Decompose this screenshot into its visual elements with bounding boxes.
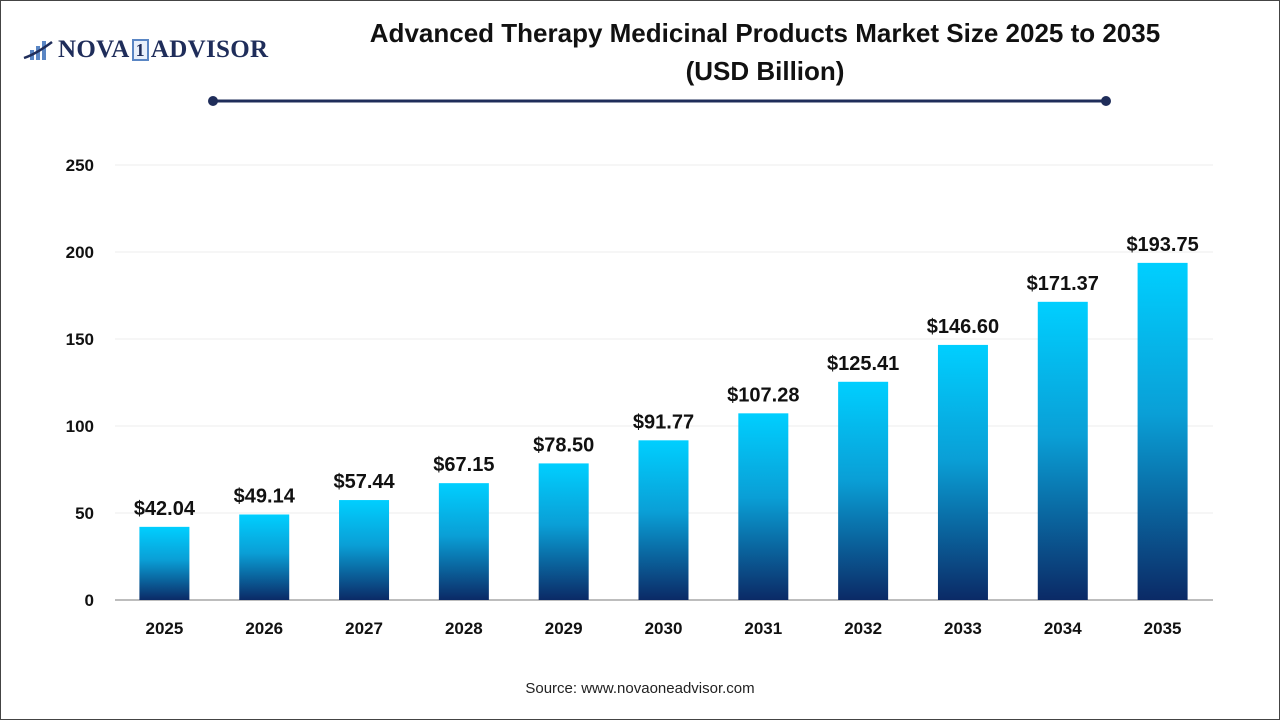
data-label-2031: $107.28: [727, 384, 799, 406]
x-tick-label: 2031: [744, 619, 782, 638]
y-tick-label: 200: [66, 243, 94, 262]
chart-title-main: Advanced Therapy Medicinal Products Mark…: [369, 18, 1161, 48]
chart-subtitle: (USD Billion): [685, 56, 845, 86]
title-rule-dot-right: [1101, 96, 1111, 106]
logo-text-advisor: ADVISOR: [150, 36, 269, 63]
bar-chart-logo-icon: [23, 40, 53, 60]
bar-2034: [1037, 301, 1088, 600]
bar-2030: [638, 440, 689, 600]
y-tick-label: 100: [66, 417, 94, 436]
bar-2028: [438, 483, 489, 600]
data-label-2025: $42.04: [134, 498, 196, 520]
chart-title: Advanced Therapy Medicinal Products Mark…: [290, 14, 1240, 90]
y-tick-label: 150: [66, 330, 94, 349]
x-tick-label: 2027: [345, 619, 383, 638]
x-tick-label: 2030: [645, 619, 683, 638]
bar-2031: [738, 413, 789, 600]
logo-text-one: 1: [131, 39, 149, 61]
data-label-2029: $78.50: [533, 434, 594, 456]
y-tick-label: 50: [75, 504, 94, 523]
bar-2033: [937, 344, 988, 600]
title-rule-dot-left: [208, 96, 218, 106]
source-note: Source: www.novaoneadvisor.com: [525, 680, 755, 697]
data-label-2030: $91.77: [633, 411, 694, 433]
x-tick-label: 2025: [145, 619, 183, 638]
x-tick-label: 2032: [844, 619, 882, 638]
bar-2035: [1137, 262, 1188, 600]
y-tick-label: 250: [66, 156, 94, 175]
data-label-2026: $49.14: [234, 485, 296, 507]
data-label-2032: $125.41: [827, 353, 899, 375]
data-label-2028: $67.15: [433, 454, 494, 476]
bar-2025: [139, 526, 190, 600]
x-tick-label: 2028: [445, 619, 483, 638]
x-tick-label: 2026: [245, 619, 283, 638]
logo-text-nova: NOVA: [58, 36, 130, 63]
x-tick-label: 2034: [1044, 619, 1082, 638]
data-label-2035: $193.75: [1126, 234, 1198, 256]
x-tick-label: 2035: [1144, 619, 1182, 638]
bar-2032: [838, 381, 889, 600]
data-label-2034: $171.37: [1027, 273, 1099, 295]
data-label-2033: $146.60: [927, 316, 999, 338]
y-tick-label: 0: [85, 591, 94, 610]
nova-advisor-logo: NOVA 1 ADVISOR: [22, 36, 268, 64]
x-tick-label: 2033: [944, 619, 982, 638]
bar-2029: [538, 463, 589, 600]
x-tick-label: 2029: [545, 619, 583, 638]
bar-2027: [339, 500, 390, 600]
data-label-2027: $57.44: [333, 471, 395, 493]
bar-2026: [239, 514, 290, 600]
